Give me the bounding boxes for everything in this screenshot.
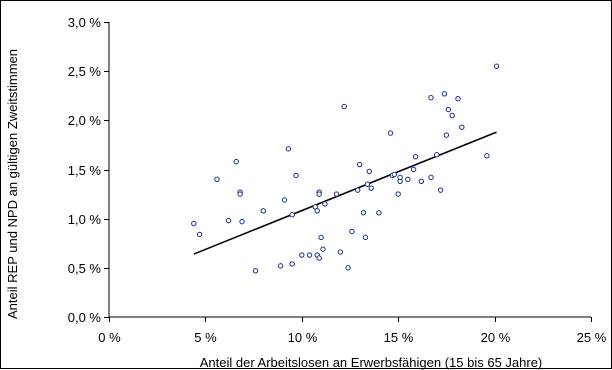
data-point — [449, 112, 455, 119]
data-point — [318, 234, 324, 241]
data-point — [316, 191, 322, 197]
data-point — [196, 231, 203, 238]
data-point — [314, 208, 320, 214]
data-point — [410, 166, 417, 173]
y-axis: 0,0 % 0,5 % 1,0 % 1,5 % 2,0 % 2,5 % 3,0 % — [68, 15, 110, 325]
data-point — [397, 174, 403, 181]
trendline-group — [193, 131, 497, 255]
data-point — [360, 210, 367, 216]
data-point — [445, 106, 452, 113]
data-point — [437, 187, 444, 193]
x-axis: 0 % 5 % 10 % 15 % 20 % 25 % — [98, 316, 607, 345]
trendline — [193, 131, 497, 255]
data-point — [281, 197, 288, 203]
y-tick-label: 1,0 % — [68, 212, 102, 227]
data-point — [322, 201, 328, 207]
data-point — [214, 176, 220, 183]
data-point — [434, 152, 440, 158]
data-point — [306, 252, 313, 258]
y-tick-label: 2,5 % — [68, 64, 102, 79]
x-tick-label: 20 % — [481, 330, 511, 345]
data-point — [455, 96, 461, 102]
x-axis-title: Anteil der Arbeitslosen an Erwerbsfähige… — [200, 355, 543, 370]
y-tick-label: 0,5 % — [68, 261, 102, 276]
data-point — [293, 172, 299, 179]
data-point — [285, 146, 292, 152]
x-tick-label: 0 % — [98, 330, 121, 345]
data-point — [376, 210, 382, 216]
data-point — [289, 261, 295, 267]
data-point — [428, 174, 434, 181]
data-point — [289, 212, 295, 218]
data-point — [225, 217, 232, 224]
data-point — [493, 63, 500, 69]
data-point — [356, 161, 363, 168]
data-point — [362, 234, 369, 241]
y-tick-label: 1,5 % — [68, 163, 102, 178]
x-tick-label: 10 % — [288, 330, 318, 345]
y-axis-title: Anteil REP und NPD an gültigen Zweitstim… — [5, 49, 20, 319]
data-point — [239, 218, 245, 225]
data-point — [191, 220, 197, 227]
data-point — [333, 191, 340, 197]
y-tick-label: 0,0 % — [68, 310, 102, 325]
data-point — [443, 132, 450, 138]
data-point — [459, 124, 465, 130]
data-point — [364, 181, 371, 187]
data-point — [237, 191, 243, 197]
data-point — [368, 185, 374, 191]
data-point — [355, 187, 361, 193]
data-point — [299, 252, 305, 258]
data-points — [191, 63, 500, 274]
data-point — [349, 228, 355, 235]
x-tick-label: 25 % — [577, 330, 607, 345]
data-point — [441, 91, 448, 97]
data-point — [366, 168, 372, 175]
data-point — [418, 178, 425, 185]
data-point — [405, 176, 411, 183]
data-point — [345, 265, 351, 271]
data-point — [395, 191, 401, 197]
data-point — [341, 103, 347, 110]
data-point — [320, 246, 326, 252]
y-tick-label: 3,0 % — [68, 15, 102, 30]
data-point — [428, 95, 434, 101]
data-point — [252, 268, 259, 274]
data-point — [391, 171, 398, 178]
x-tick-label: 5 % — [194, 330, 217, 345]
data-point — [233, 158, 239, 165]
data-point — [484, 153, 490, 159]
data-point — [387, 130, 394, 136]
y-tick-label: 2,0 % — [68, 113, 102, 128]
data-point — [337, 249, 344, 255]
data-point — [316, 255, 322, 261]
data-point — [412, 154, 419, 160]
data-point — [277, 263, 284, 269]
data-point — [260, 208, 266, 214]
x-tick-label: 15 % — [384, 330, 414, 345]
